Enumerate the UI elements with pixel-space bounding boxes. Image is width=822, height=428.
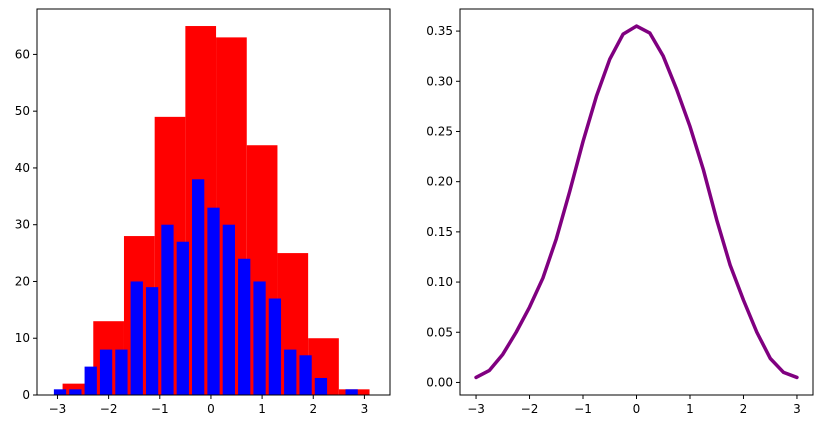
blue-histogram-bar xyxy=(53,389,67,395)
blue-histogram-bar xyxy=(299,355,312,395)
x-tick-label: 0 xyxy=(207,402,215,416)
x-tick-label: −2 xyxy=(100,402,118,416)
blue-histogram-bar xyxy=(99,349,113,395)
histogram-bars xyxy=(53,26,370,396)
y-tick-label: 0.30 xyxy=(426,74,453,88)
y-tick-label: 0.05 xyxy=(426,325,453,339)
blue-histogram-bar xyxy=(176,241,189,395)
blue-histogram-bar xyxy=(253,281,266,395)
histogram-subplot: −3 −2 −1 0 1 2 3 0 10 20 30 40 50 60 xyxy=(15,8,391,416)
blue-histogram-bar xyxy=(238,258,251,395)
y-tick-label: 0 xyxy=(22,388,30,402)
x-tick-label: 1 xyxy=(258,402,266,416)
density-axes-frame xyxy=(459,8,814,396)
blue-histogram-bar xyxy=(84,366,97,395)
blue-histogram-bar xyxy=(130,281,143,395)
blue-histogram-bar xyxy=(161,224,174,395)
blue-histogram-bar xyxy=(69,389,82,395)
x-tick-label: 3 xyxy=(793,402,801,416)
y-tick-label: 20 xyxy=(15,274,30,288)
histogram-y-ticks: 0 10 20 30 40 50 60 xyxy=(15,47,37,402)
x-tick-label: −1 xyxy=(151,402,169,416)
blue-histogram-bar xyxy=(222,224,235,395)
y-tick-label: 50 xyxy=(15,104,30,118)
density-x-ticks: −3 −2 −1 0 1 2 3 xyxy=(467,395,801,416)
density-y-ticks: 0.00 0.05 0.10 0.15 0.20 0.25 0.30 0.35 xyxy=(426,24,460,389)
blue-histogram-bar xyxy=(192,179,205,395)
x-tick-label: −3 xyxy=(467,402,485,416)
y-tick-label: 30 xyxy=(15,218,30,232)
y-tick-label: 60 xyxy=(15,47,30,61)
y-tick-label: 0.15 xyxy=(426,225,453,239)
y-tick-label: 0.35 xyxy=(426,24,453,38)
blue-histogram-bar xyxy=(268,298,282,395)
x-tick-label: 1 xyxy=(686,402,694,416)
blue-histogram-bar xyxy=(207,207,220,395)
blue-histogram-bar xyxy=(145,287,159,395)
y-tick-label: 40 xyxy=(15,161,30,175)
x-tick-label: 2 xyxy=(309,402,317,416)
blue-histogram-bar xyxy=(345,389,358,395)
blue-histogram-bar xyxy=(284,349,297,395)
y-tick-label: 0.00 xyxy=(426,375,453,389)
x-tick-label: 0 xyxy=(633,402,641,416)
y-tick-label: 0.10 xyxy=(426,275,453,289)
y-tick-label: 0.25 xyxy=(426,124,453,138)
blue-histogram-bar xyxy=(115,349,128,395)
y-tick-label: 0.20 xyxy=(426,175,453,189)
x-tick-label: 3 xyxy=(361,402,369,416)
y-tick-label: 10 xyxy=(15,331,30,345)
blue-histogram-bar xyxy=(314,377,328,395)
x-tick-label: −1 xyxy=(574,402,592,416)
density-lines xyxy=(474,24,799,380)
histogram-axes-frame xyxy=(36,8,391,396)
density-subplot: −3 −2 −1 0 1 2 3 0.000.050.100.150.200.250.300… xyxy=(426,8,814,416)
x-tick-label: −3 xyxy=(49,402,67,416)
density-curve-line xyxy=(474,24,799,380)
x-tick-label: 2 xyxy=(740,402,748,416)
x-tick-label: −2 xyxy=(521,402,539,416)
histogram-x-ticks: −3 −2 −1 0 1 2 3 xyxy=(49,395,369,416)
